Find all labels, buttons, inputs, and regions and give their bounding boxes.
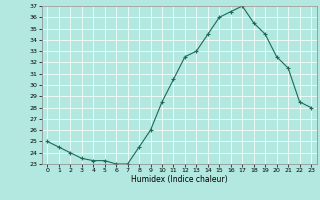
X-axis label: Humidex (Indice chaleur): Humidex (Indice chaleur) xyxy=(131,175,228,184)
